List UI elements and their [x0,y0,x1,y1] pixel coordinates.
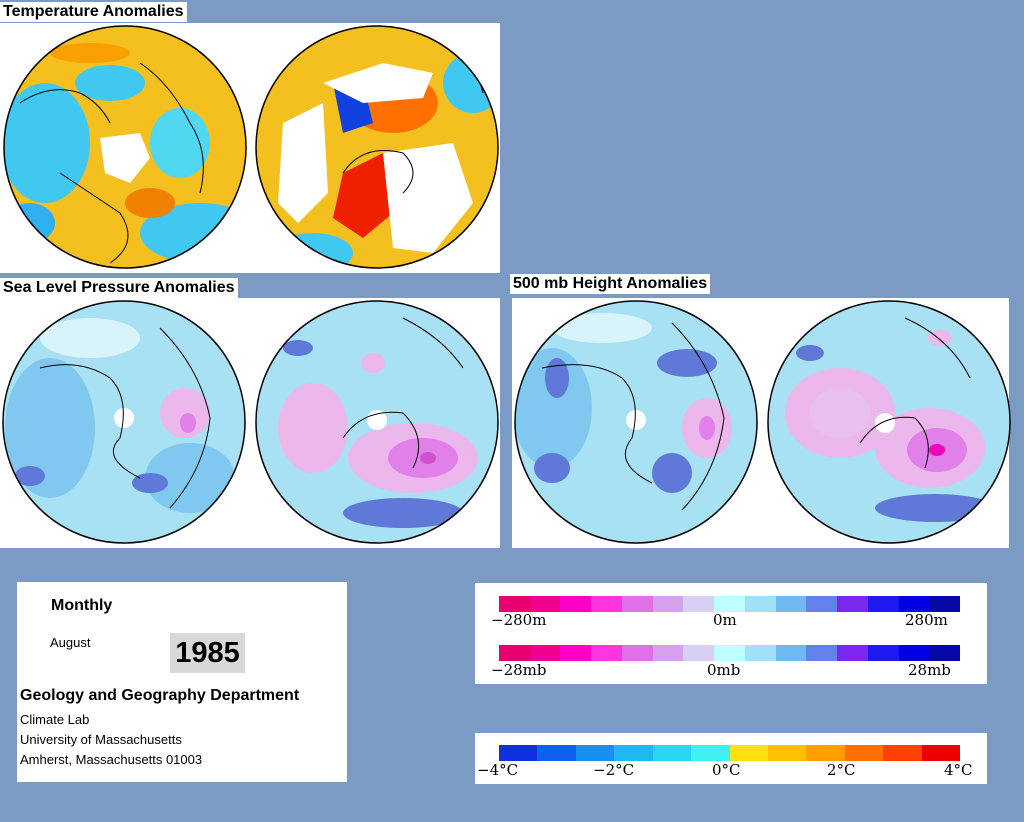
temperature-color-segment [806,745,845,761]
height-color-segment [806,596,838,612]
department-label: Geology and Geography Department [20,687,300,704]
pressure-color-segment [775,645,807,661]
temperature-color-segment [537,745,576,761]
pressure-zero-label: 0mb [707,661,741,679]
pressure-color-segment [652,645,684,661]
period-label: Monthly [51,597,113,614]
temperature-color-segment [921,745,961,761]
address-label: Amherst, Massachusetts 01003 [20,752,203,767]
pressure-color-segment [744,645,776,661]
temperature-color-bar [499,745,961,761]
temp-tick-2: 2°C [827,761,856,779]
height-color-segment [714,596,745,612]
pressure-color-segment [499,645,530,661]
height500-anomalies-title: 500 mb Height Anomalies [510,274,711,294]
temp-tick-minus4: −4°C [477,761,519,779]
pressure-color-segment [591,645,622,661]
temp-tick-0: 0°C [712,761,741,779]
pressure-color-segment [898,645,930,661]
temperature-color-segment [652,745,692,761]
temperature-legend: −4°C −2°C 0°C 2°C 4°C [475,733,987,784]
temperature-color-segment [844,745,884,761]
height-color-segment [929,596,961,612]
pressure-color-segment [621,645,653,661]
university-label: University of Massachusetts [20,732,182,747]
height500-nh-map [514,300,758,544]
height-color-segment [775,596,807,612]
temperature-color-segment [614,745,653,761]
temperature-color-segment [575,745,615,761]
height500-sh-map [767,300,1011,544]
height-color-segment [898,596,930,612]
info-box: Monthly August 1985 Geology and Geograph… [17,582,347,782]
lab-label: Climate Lab [20,712,90,727]
slp-nh-map [2,300,246,544]
pressure-color-bar [499,645,961,661]
temperature-color-segment [729,745,768,761]
height-color-segment [652,596,684,612]
slp-sh-map [255,300,499,544]
height-zero-label: 0m [713,611,737,629]
height-color-segment [683,596,715,612]
pressure-color-segment [714,645,745,661]
temp-tick-4: 4°C [944,761,973,779]
temperature-color-segment [691,745,730,761]
temperature-nh-map [3,25,247,269]
height-color-segment [499,596,530,612]
slp-anomalies-title: Sea Level Pressure Anomalies [0,278,238,298]
height-color-segment [591,596,622,612]
height-max-label: 280m [905,611,948,629]
temp-tick-minus2: −2°C [593,761,635,779]
height-color-segment [744,596,776,612]
pressure-min-label: −28mb [491,661,547,679]
height-min-label: −280m [491,611,547,629]
pressure-color-segment [867,645,899,661]
pressure-color-segment [560,645,592,661]
temperature-sh-map [255,25,499,269]
height-color-segment [560,596,592,612]
pressure-color-segment [837,645,868,661]
height-color-segment [529,596,561,612]
month-label: August [50,635,91,650]
height-color-bar [499,596,961,612]
temperature-color-segment [499,745,538,761]
year-label: 1985 [170,633,245,673]
pressure-color-segment [529,645,561,661]
pressure-color-segment [806,645,838,661]
height-color-segment [837,596,868,612]
temperature-color-segment [883,745,922,761]
pressure-max-label: 28mb [908,661,951,679]
height-color-segment [621,596,653,612]
anomaly-legend: −280m 0m 280m −28mb 0mb 28mb [475,583,987,684]
pressure-color-segment [929,645,961,661]
pressure-color-segment [683,645,715,661]
temperature-color-segment [767,745,807,761]
height-color-segment [867,596,899,612]
temperature-anomalies-title: Temperature Anomalies [0,2,187,22]
